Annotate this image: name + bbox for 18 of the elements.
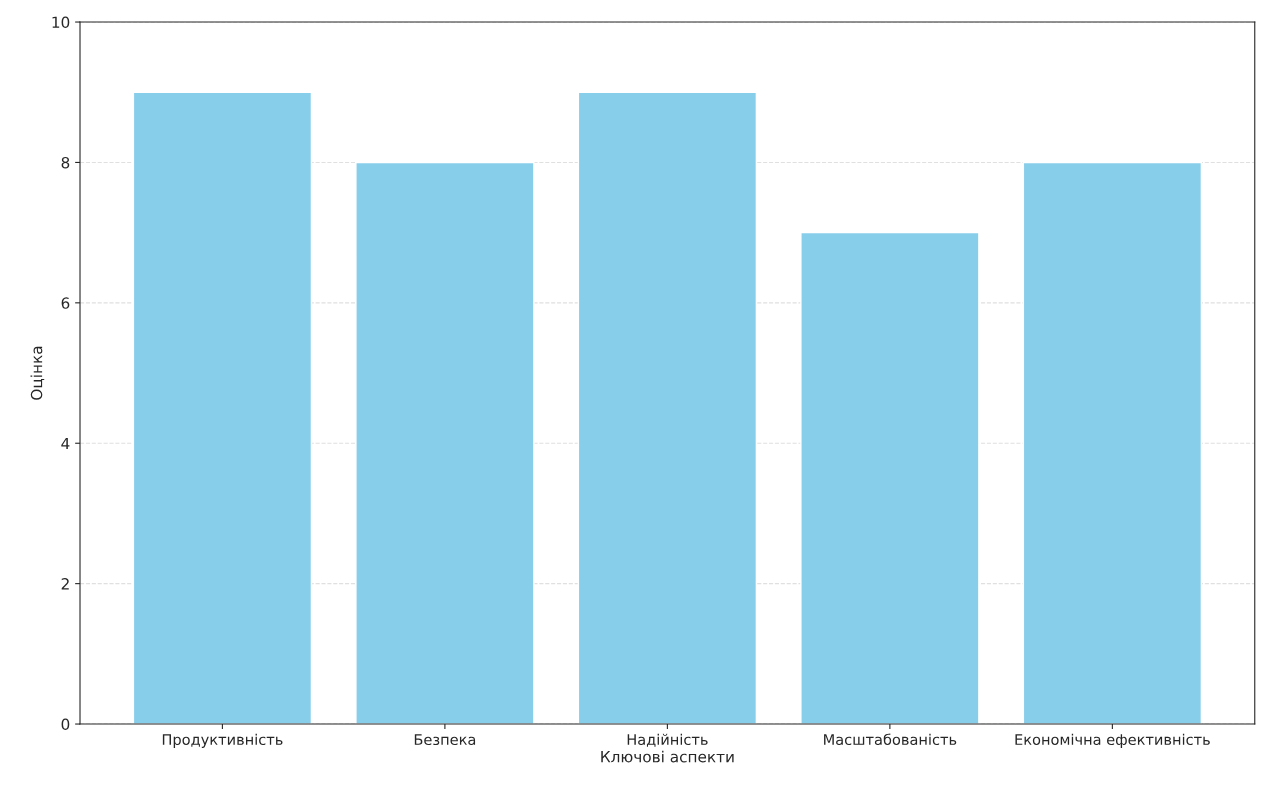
x-tick-label: Продуктивність	[162, 733, 283, 748]
y-tick-label: 4	[61, 437, 70, 450]
y-tick-label: 2	[61, 578, 69, 590]
x-tick-label: Безпека	[414, 734, 476, 746]
x-tick-label: Масштабованість	[824, 733, 957, 746]
x-tick-label: Економічна ефективність	[1015, 733, 1210, 748]
x-tick-label: Надійність	[627, 733, 708, 747]
bar	[800, 231, 980, 725]
y-tick-label: 10	[52, 16, 70, 29]
bar	[355, 161, 535, 725]
bar	[132, 91, 313, 725]
y-tick-label: 8	[61, 156, 70, 169]
bar	[577, 91, 758, 725]
y-axis-title: Оцінка	[30, 346, 45, 400]
bar	[1022, 161, 1203, 725]
y-tick-label: 6	[61, 297, 70, 309]
x-axis-title: Ключові аспекти	[601, 750, 734, 763]
y-tick-label: 0	[61, 718, 70, 731]
